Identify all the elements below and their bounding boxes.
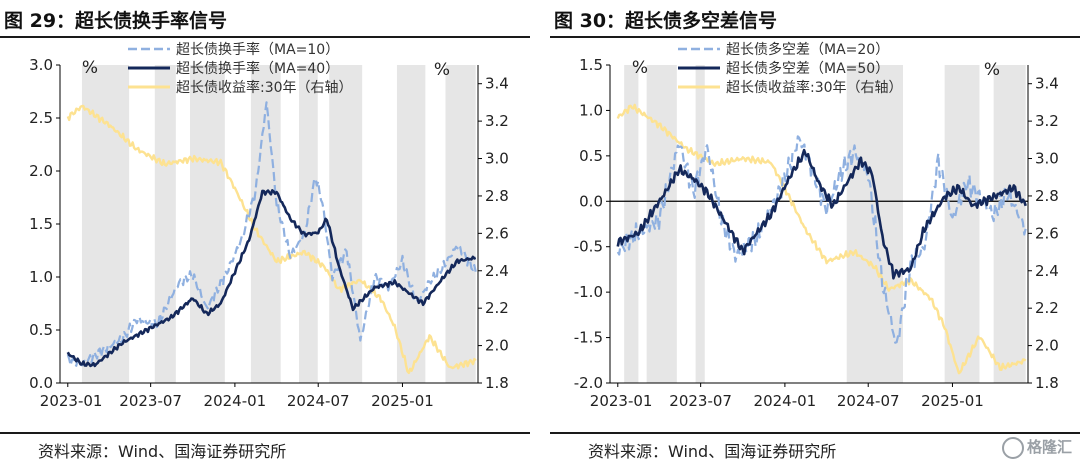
left-tick-label: 0.0 [29, 374, 53, 392]
series-line-3 [616, 103, 1027, 375]
left-tick-label: 0.5 [29, 321, 53, 339]
series-line-2 [616, 148, 1027, 280]
right-tick-label: 1.8 [1035, 374, 1059, 392]
left-tick-label: -1.5 [574, 329, 603, 347]
chart-title: 图 30：超长债多空差信号 [554, 10, 778, 32]
left-tick-label: 1.5 [579, 56, 603, 74]
source-note: 资料来源：Wind、国海证券研究所 [38, 442, 287, 461]
right-tick-label: 2.8 [485, 187, 509, 205]
source-note: 资料来源：Wind、国海证券研究所 [588, 442, 837, 461]
left-tick-label: -0.5 [574, 238, 603, 256]
top-rule [0, 36, 530, 38]
shaded-period [250, 65, 281, 383]
right-tick-label: 3.2 [485, 112, 509, 130]
right-tick-label: 2.0 [485, 337, 509, 355]
left-tick-label: 2.5 [29, 109, 53, 127]
shaded-period [81, 65, 130, 383]
longshort-chart: -2.0 -1.5 -1.0 -0.5 0.0 0.5 1.0 1.5 1.8 2.0 2.2 2.4… [574, 41, 1059, 410]
left-unit-label: % [82, 58, 98, 78]
watermark-text: 格隆汇 [1026, 438, 1072, 456]
right-tick-label: 2.6 [1035, 224, 1059, 242]
chart-panel-turnover: 图 29：超长债换手率信号 0.0 0.5 1.0 1.5 2.0 2.5 3.0 1.8 2.… [0, 0, 530, 464]
right-unit-label: % [434, 60, 450, 80]
shaded-period [646, 65, 677, 383]
right-tick-label: 3.0 [1035, 150, 1059, 168]
x-tick-label: 2025-01 [921, 392, 984, 410]
watermark-logo: 格隆汇 [1001, 436, 1072, 459]
left-unit-label: % [632, 58, 648, 78]
left-tick-label: 1.0 [29, 268, 53, 286]
x-tick-label: 2023-01 [40, 392, 103, 410]
legend-label: 超长债换手率（MA=10） [176, 41, 339, 58]
x-tick-label: 2024-01 [204, 392, 267, 410]
right-tick-label: 2.4 [485, 262, 509, 280]
x-tick-label: 2024-07 [287, 392, 350, 410]
shaded-period [695, 65, 705, 383]
right-tick-label: 2.2 [485, 299, 509, 317]
turnover-chart: 0.0 0.5 1.0 1.5 2.0 2.5 3.0 1.8 2.0 2.2 2.4 2.6 2.8 3… [29, 41, 509, 410]
left-tick-label: 0.0 [579, 192, 603, 210]
right-tick-label: 2.6 [485, 224, 509, 242]
bottom-rule [0, 432, 530, 434]
right-unit-label: % [984, 60, 1000, 80]
x-tick-label: 2024-01 [754, 392, 817, 410]
left-tick-label: 0.5 [579, 147, 603, 165]
right-tick-label: 3.4 [485, 75, 509, 93]
right-tick-label: 2.8 [1035, 187, 1059, 205]
chart-title: 图 29：超长债换手率信号 [4, 10, 228, 32]
shaded-period [624, 65, 639, 383]
legend-label: 超长债多空差（MA=50） [726, 60, 889, 77]
legend-label: 超长债收益率:30年（右轴） [726, 79, 903, 96]
top-rule [550, 36, 1080, 38]
legend: 超长债换手率（MA=10） 超长债换手率（MA=40） 超长债收益率:30年（右轴） [128, 41, 353, 96]
shaded-period [396, 65, 426, 383]
series-line-2 [66, 189, 477, 368]
logo-icon [1001, 436, 1024, 459]
left-tick-label: 1.5 [29, 215, 53, 233]
x-tick-label: 2023-01 [590, 392, 653, 410]
right-tick-label: 3.4 [1035, 75, 1059, 93]
right-tick-label: 2.0 [1035, 337, 1059, 355]
x-tick-label: 2025-01 [371, 392, 434, 410]
right-tick-label: 2.2 [1035, 299, 1059, 317]
right-tick-label: 1.8 [485, 374, 509, 392]
series-line-1 [616, 135, 1027, 344]
left-tick-label: -1.0 [574, 283, 603, 301]
left-tick-label: 3.0 [29, 56, 53, 74]
shaded-period [190, 65, 225, 383]
shaded-period [944, 65, 980, 383]
x-tick-label: 2024-07 [837, 392, 900, 410]
right-tick-label: 3.0 [485, 150, 509, 168]
right-tick-label: 2.4 [1035, 262, 1059, 280]
left-tick-label: 1.0 [579, 101, 603, 119]
x-tick-label: 2023-07 [119, 392, 182, 410]
series-line-3 [66, 104, 477, 375]
legend-label: 超长债换手率（MA=40） [176, 60, 339, 77]
shaded-period [154, 65, 176, 383]
shaded-period [993, 65, 1026, 383]
shaded-period [329, 65, 363, 383]
legend: 超长债多空差（MA=20） 超长债多空差（MA=50） 超长债收益率:30年（右轴） [678, 41, 903, 96]
series-line-1 [66, 101, 477, 367]
chart-panel-longshort: 图 30：超长债多空差信号 -2.0 -1.5 -1.0 -0.5 0.0 0.5 1.0 1… [550, 0, 1080, 464]
left-tick-label: 2.0 [29, 162, 53, 180]
shaded-period [445, 65, 476, 383]
right-tick-label: 3.2 [1035, 112, 1059, 130]
left-tick-label: -2.0 [574, 374, 603, 392]
bottom-rule [550, 432, 1080, 434]
legend-label: 超长债多空差（MA=20） [726, 41, 889, 58]
shaded-period [298, 65, 318, 383]
legend-label: 超长债收益率:30年（右轴） [176, 79, 353, 96]
x-tick-label: 2023-07 [669, 392, 732, 410]
